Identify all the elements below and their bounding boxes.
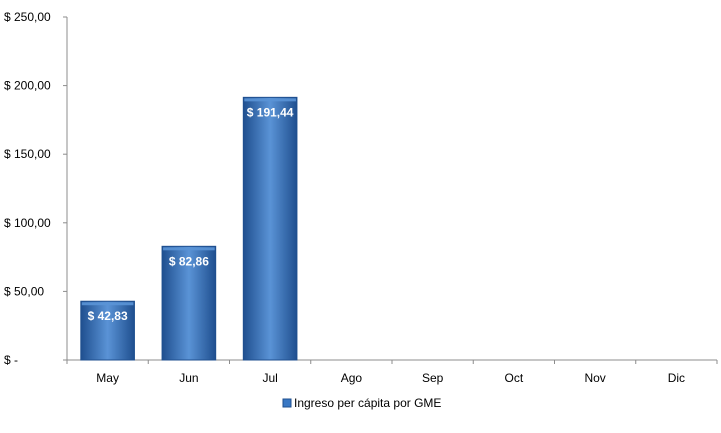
y-tick-label: $ 150,00 — [4, 147, 51, 161]
legend-swatch — [282, 398, 292, 408]
bar — [80, 300, 135, 361]
bar-top-highlight — [244, 98, 296, 102]
x-tick-label: Sep — [422, 371, 444, 385]
bar-top-highlight — [81, 302, 134, 306]
bar — [161, 245, 217, 361]
y-tick-label: $ 100,00 — [4, 216, 51, 230]
y-tick-label: $ 200,00 — [4, 79, 51, 93]
bar-top-highlight — [163, 247, 215, 251]
legend-label: Ingreso per cápita por GME — [294, 396, 441, 410]
data-label: $ 82,86 — [169, 254, 209, 268]
x-tick-label: Ago — [341, 371, 363, 385]
x-tick-label: Jun — [179, 371, 198, 385]
y-tick-label: $ - — [4, 353, 18, 367]
x-tick-label: Dic — [668, 371, 685, 385]
data-label: $ 42,83 — [88, 309, 128, 323]
x-tick-label: Jul — [262, 371, 277, 385]
y-tick-label: $ 250,00 — [4, 10, 51, 24]
x-tick-label: Oct — [505, 371, 524, 385]
bar — [242, 96, 298, 361]
x-tick-label: Nov — [584, 371, 605, 385]
y-tick-label: $ 50,00 — [4, 284, 44, 298]
data-label: $ 191,44 — [247, 105, 294, 119]
x-tick-label: May — [96, 371, 119, 385]
